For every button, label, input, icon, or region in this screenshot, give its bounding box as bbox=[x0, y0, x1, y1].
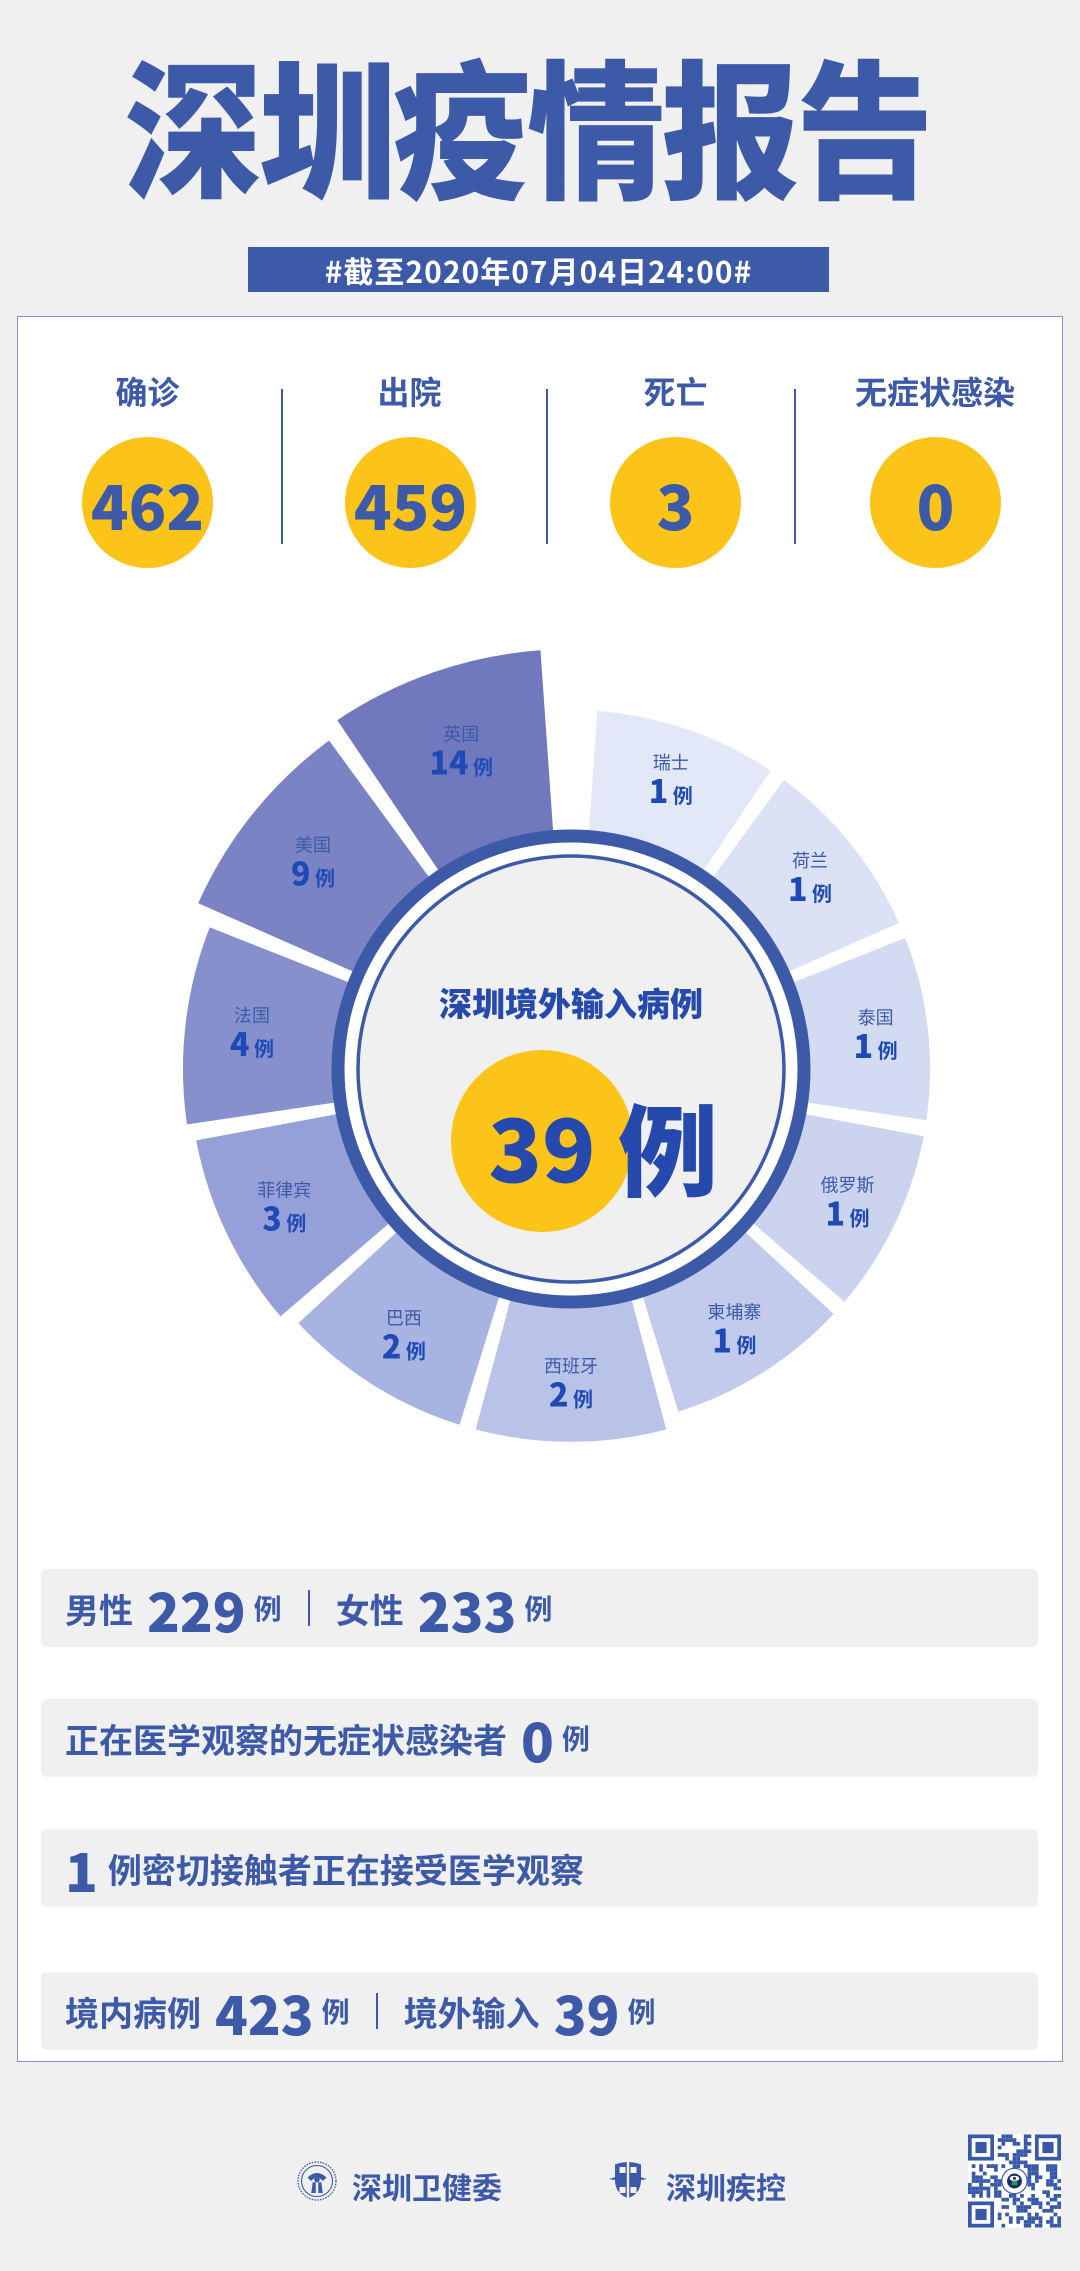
svg-text:深圳境外输入病例: 深圳境外输入病例 bbox=[439, 978, 703, 1026]
svg-text:39: 39 bbox=[488, 1082, 595, 1209]
svg-text:例: 例 bbox=[618, 1073, 718, 1218]
